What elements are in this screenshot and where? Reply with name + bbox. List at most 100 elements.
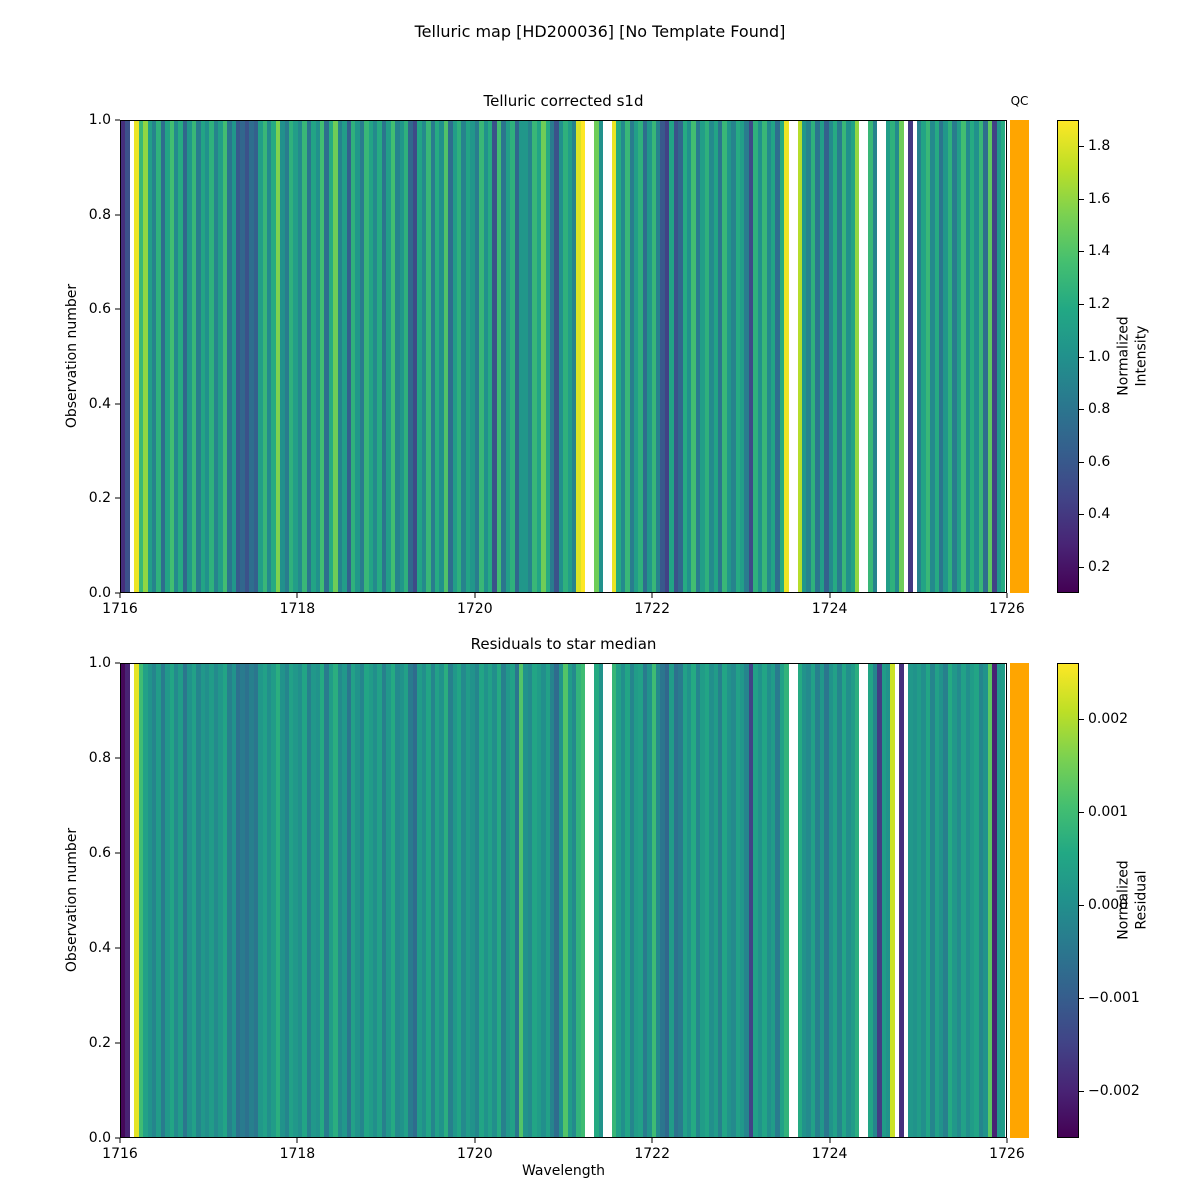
heat-stripe (404, 121, 409, 592)
heat-stripe (731, 664, 736, 1137)
heat-stripe (629, 664, 634, 1137)
heat-stripe (687, 664, 692, 1137)
heat-stripe (567, 664, 573, 1137)
heat-stripe (819, 121, 825, 592)
heat-stripe (970, 121, 975, 592)
heat-stripe (717, 121, 723, 592)
heat-stripe (554, 121, 559, 592)
heat-stripe (735, 121, 741, 592)
heat-stripe (735, 664, 741, 1137)
heat-stripe (726, 664, 732, 1137)
heat-stripe (266, 664, 272, 1137)
heat-stripe (213, 121, 219, 592)
heat-stripe (377, 664, 382, 1137)
heat-stripe (709, 664, 714, 1137)
heat-stripe (775, 121, 780, 592)
heat-stripe (488, 121, 493, 592)
heat-stripe (134, 121, 139, 592)
colorbar-tick-mark (1079, 356, 1084, 358)
heat-stripe (757, 121, 763, 592)
heat-stripe (218, 121, 223, 592)
heat-stripe (956, 121, 962, 592)
heat-stripe (421, 121, 427, 592)
heat-stripe (457, 664, 462, 1137)
heat-stripe (930, 121, 935, 592)
heat-stripe (956, 664, 962, 1137)
heat-stripe (806, 664, 811, 1137)
colorbar-tick-label: 0.4 (1088, 506, 1111, 523)
heat-stripe (359, 121, 365, 592)
colorbar-tick-label: −0.002 (1088, 1083, 1140, 1100)
heat-stripe (390, 664, 396, 1137)
colorbar-tick-mark (1079, 998, 1084, 1000)
heat-stripe (753, 121, 758, 592)
heat-stripe (642, 664, 648, 1137)
heat-stripe (934, 664, 940, 1137)
heat-stripe (846, 121, 851, 592)
heat-stripe (607, 121, 612, 592)
heat-stripe (505, 664, 511, 1137)
heat-stripe (399, 121, 404, 592)
heat-stripe (169, 664, 175, 1137)
heat-stripe (687, 121, 692, 592)
heat-stripe (1000, 664, 1006, 1137)
heat-stripe (222, 121, 228, 592)
heat-stripe (589, 121, 595, 592)
heat-stripe (342, 664, 347, 1137)
heat-stripe (916, 121, 922, 592)
heat-stripe (713, 121, 718, 592)
heat-stripe (925, 664, 931, 1137)
heat-stripe (965, 121, 970, 592)
x-tick-mark (474, 593, 476, 598)
heat-stripe (138, 664, 144, 1137)
heat-stripe (147, 121, 152, 592)
heat-stripe (837, 664, 842, 1137)
heat-stripe (160, 121, 166, 592)
heat-stripe (744, 121, 749, 592)
heatmap-residuals (120, 663, 1007, 1138)
x-tick-mark (296, 1138, 298, 1143)
heat-stripe (549, 121, 555, 592)
heat-stripe (545, 121, 550, 592)
heat-stripe (125, 664, 130, 1137)
heat-stripe (324, 121, 329, 592)
colorbar-tick-label: 1.4 (1088, 243, 1111, 260)
heat-stripe (863, 664, 869, 1137)
heat-stripe (426, 664, 431, 1137)
heat-stripe (602, 664, 608, 1137)
heat-stripe (430, 664, 435, 1137)
heat-stripe (947, 121, 953, 592)
heat-stripe (187, 121, 192, 592)
heat-stripe (532, 121, 537, 592)
heat-stripe (801, 664, 807, 1137)
y-tick-mark (115, 1042, 120, 1044)
heat-stripe (899, 121, 904, 592)
heat-stripe (240, 121, 245, 592)
heat-stripe (722, 664, 727, 1137)
colorbar-tick-mark (1079, 198, 1084, 200)
heat-stripe (518, 664, 524, 1137)
heat-stripe (496, 664, 502, 1137)
heat-stripe (806, 121, 811, 592)
heat-stripe (457, 121, 462, 592)
x-tick-label: 1724 (811, 601, 848, 617)
x-tick-label: 1722 (634, 601, 671, 617)
heat-stripe (227, 121, 232, 592)
heat-stripe (908, 121, 913, 592)
heat-stripe (408, 664, 413, 1137)
heat-stripe (651, 121, 657, 592)
heat-stripe (678, 664, 683, 1137)
heat-stripe (541, 121, 546, 592)
panel2-title: Residuals to star median (470, 635, 657, 653)
x-tick-label: 1716 (102, 1146, 138, 1162)
heat-stripe (395, 121, 400, 592)
heat-stripe (156, 121, 161, 592)
heat-stripe (921, 664, 926, 1137)
heat-stripe (549, 664, 555, 1137)
heat-stripe (580, 664, 586, 1137)
y-tick-mark (115, 497, 120, 499)
heat-stripe (337, 121, 343, 592)
heat-stripe (598, 664, 603, 1137)
heat-stripe (554, 664, 559, 1137)
heat-stripe (275, 664, 281, 1137)
